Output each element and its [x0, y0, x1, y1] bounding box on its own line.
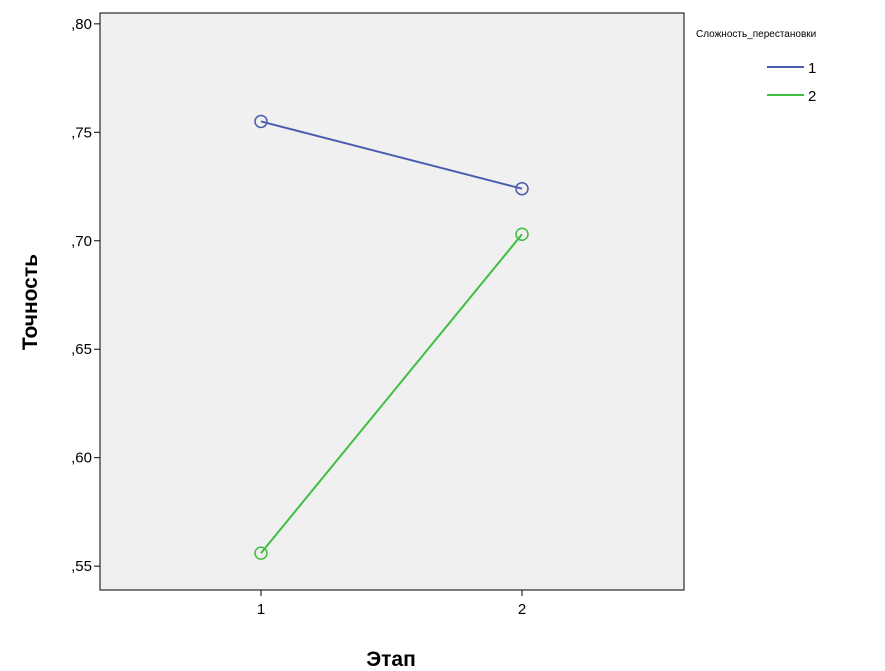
plot-area: [99, 12, 685, 591]
y-tick-label: ,55: [71, 558, 92, 575]
legend: Сложность_перестановки 12: [696, 29, 816, 105]
y-tick-label: ,60: [71, 450, 92, 467]
x-axis-title: Этап: [366, 648, 416, 671]
series-line-1: [260, 120, 523, 190]
legend-label-2: 2: [808, 88, 816, 105]
y-axis-title: Точность: [19, 254, 42, 350]
series-lines: [260, 120, 523, 554]
series-points: [254, 114, 529, 560]
y-tick-label: ,80: [71, 16, 92, 33]
y-tick-label: ,75: [71, 124, 92, 141]
legend-items: 12: [767, 60, 816, 105]
x-tick-label: 1: [257, 601, 265, 618]
data-point-series-1: [515, 181, 529, 196]
y-tick-label: ,65: [71, 341, 92, 358]
legend-label-1: 1: [808, 60, 816, 77]
series-line-2: [260, 233, 523, 554]
data-point-series-2: [254, 546, 268, 560]
data-point-series-2: [515, 227, 529, 242]
y-tick-label: ,70: [71, 233, 92, 250]
data-point-series-1: [254, 114, 268, 129]
x-tick-label: 2: [518, 601, 526, 618]
legend-title: Сложность_перестановки: [696, 29, 816, 40]
y-axis: ,80 ,75 ,70 ,65 ,60 ,55: [71, 16, 100, 575]
